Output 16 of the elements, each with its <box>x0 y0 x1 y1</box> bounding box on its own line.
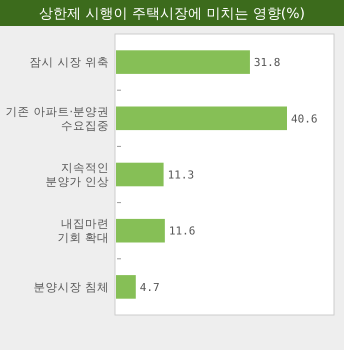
data-label: 11.3 <box>168 168 194 182</box>
data-label: 11.6 <box>168 224 196 238</box>
y-tick-label: 내집마련 기회 확대 <box>57 216 109 245</box>
chart-title: 상한제 시행이 주택시장에 미치는 영향(%) <box>38 6 306 22</box>
bar <box>116 218 165 242</box>
y-tick-label: 기존 아파트·분양권 수요집중 <box>6 104 109 132</box>
y-tick-label: 지속적인 분양가 인상 <box>45 160 109 188</box>
bar <box>116 50 250 74</box>
data-label: 40.6 <box>291 112 318 126</box>
y-tick-label: 분양시장 침체 <box>33 280 109 294</box>
data-label: 31.8 <box>254 56 280 70</box>
bar <box>116 106 287 130</box>
bar <box>116 162 164 186</box>
bar <box>116 275 136 299</box>
data-label: 4.7 <box>140 280 160 294</box>
y-tick-label: 잠시 시장 위축 <box>30 55 109 70</box>
